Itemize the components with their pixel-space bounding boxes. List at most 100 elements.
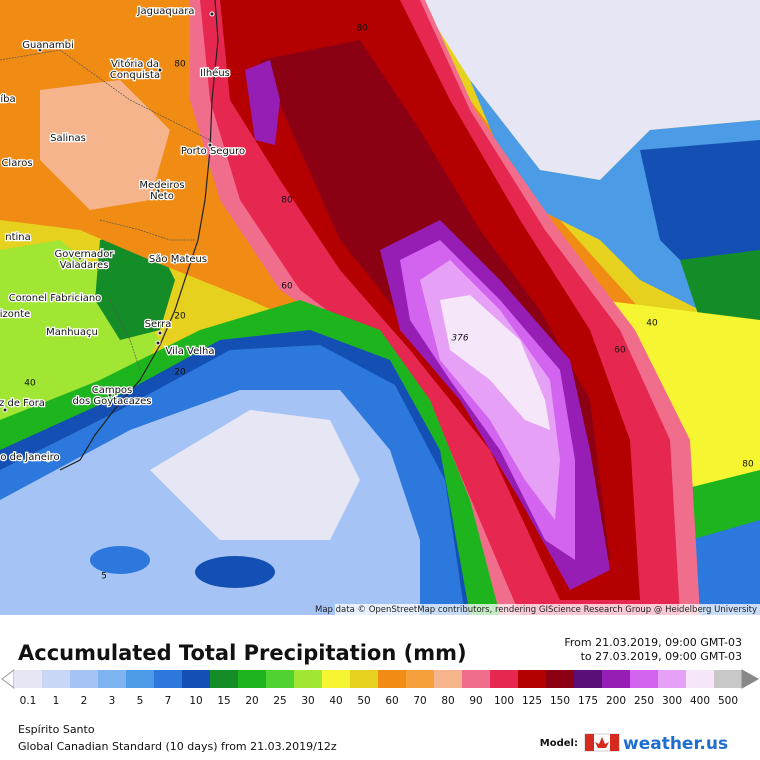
precip-area bbox=[420, 0, 760, 180]
contour-label: 376 bbox=[451, 334, 468, 344]
contour-label: 80 bbox=[281, 196, 293, 206]
flag-band bbox=[610, 734, 619, 751]
colorbar-label: 1 bbox=[53, 695, 60, 707]
contour-label: 60 bbox=[281, 282, 293, 292]
colorbar-swatch bbox=[462, 670, 490, 688]
colorbar-swatch bbox=[350, 670, 378, 688]
city-dot bbox=[207, 142, 213, 148]
place-label: izonte bbox=[0, 309, 30, 320]
flag bbox=[584, 733, 620, 752]
flag-band bbox=[585, 734, 594, 751]
colorbar-swatch bbox=[238, 670, 266, 688]
maple-leaf bbox=[595, 737, 609, 748]
colorbar-label: 10 bbox=[189, 695, 202, 707]
place-label: Jaguaquara bbox=[137, 6, 195, 17]
place-label: Vila Velha bbox=[166, 346, 215, 357]
colorbar-label: 90 bbox=[469, 695, 482, 707]
map-attribution: Map data © OpenStreetMap contributors, r… bbox=[315, 605, 757, 615]
colorbar-label: 15 bbox=[217, 695, 230, 707]
city-dot bbox=[155, 188, 161, 194]
attribution-background bbox=[335, 604, 760, 615]
place-label: Coronel Fabriciano bbox=[9, 293, 102, 304]
colorbar-label: 300 bbox=[662, 695, 682, 707]
colorbar-label: 70 bbox=[413, 695, 426, 707]
contour-label: 80 bbox=[174, 60, 186, 70]
colorbar-label: 3 bbox=[109, 695, 116, 707]
state-border bbox=[0, 49, 211, 141]
precip-area bbox=[640, 140, 760, 290]
contour-label: 20 bbox=[174, 368, 186, 378]
contour-label: 80 bbox=[742, 460, 754, 470]
colorbar-swatch bbox=[630, 670, 658, 688]
colorbar-swatch bbox=[14, 670, 42, 688]
place-label: Neto bbox=[150, 191, 174, 202]
colorbar-swatch bbox=[42, 670, 70, 688]
place-label: dos Goytacazes bbox=[73, 396, 152, 407]
colorbar-swatch bbox=[266, 670, 294, 688]
colorbar-swatch bbox=[434, 670, 462, 688]
colorbar-swatch bbox=[574, 670, 602, 688]
precip-area bbox=[245, 60, 280, 145]
place-label: ntina bbox=[5, 232, 31, 243]
legend-panel: Accumulated Total Precipitation (mm) Fro… bbox=[1, 636, 760, 754]
colorbar-label: 50 bbox=[357, 695, 370, 707]
colorbar-label: 100 bbox=[494, 695, 514, 707]
place-label: Vitória da bbox=[111, 58, 159, 70]
colorbar-swatch bbox=[546, 670, 574, 688]
colorbar-swatch bbox=[210, 670, 238, 688]
precip-area bbox=[195, 556, 275, 588]
city-dot bbox=[157, 67, 163, 73]
place-label: Serra bbox=[145, 319, 172, 330]
colorbar-label: 250 bbox=[634, 695, 654, 707]
city-dot bbox=[155, 340, 161, 346]
precip-area bbox=[680, 250, 760, 330]
state-border bbox=[99, 219, 195, 241]
period-end: to 27.03.2019, 09:00 GMT-03 bbox=[581, 650, 742, 663]
region-name: Espírito Santo bbox=[18, 723, 95, 736]
place-label: Valadares bbox=[60, 260, 109, 271]
contour-label: 40 bbox=[646, 319, 658, 329]
precip-area bbox=[150, 410, 360, 540]
contour-label: 80 bbox=[356, 24, 368, 34]
colorbar-swatch bbox=[154, 670, 182, 688]
place-label: Ilhéus bbox=[200, 67, 230, 79]
colorbar-swatch bbox=[686, 670, 714, 688]
place-label: Manhuaçu bbox=[46, 327, 98, 338]
contour-label: 40 bbox=[24, 379, 36, 389]
colorbar-swatch bbox=[182, 670, 210, 688]
colorbar-label: 5 bbox=[137, 695, 144, 707]
colorbar-label: 2 bbox=[81, 695, 88, 707]
city-dot bbox=[172, 259, 178, 265]
model-label: Model: bbox=[540, 738, 578, 749]
place-label: íba bbox=[0, 93, 15, 105]
colorbar-swatch bbox=[714, 670, 742, 688]
colorbar-label: 7 bbox=[165, 695, 172, 707]
precip-area bbox=[90, 546, 150, 574]
brand-logo[interactable]: weather.us bbox=[623, 734, 728, 754]
city-dot bbox=[157, 330, 163, 336]
contour-label: 60 bbox=[614, 346, 626, 356]
city-dot bbox=[2, 407, 8, 413]
colorbar-label: 400 bbox=[690, 695, 710, 707]
city-dot bbox=[37, 47, 43, 53]
colorbar-swatch bbox=[518, 670, 546, 688]
city-dot bbox=[22, 297, 28, 303]
colorbar-label: 80 bbox=[441, 695, 454, 707]
city-dot bbox=[57, 330, 63, 336]
colorbar-swatch bbox=[602, 670, 630, 688]
legend-title: Accumulated Total Precipitation (mm) bbox=[18, 641, 467, 665]
period-start: From 21.03.2019, 09:00 GMT-03 bbox=[564, 636, 742, 649]
place-label: o de Janeiro bbox=[0, 452, 59, 463]
colorbar-swatch bbox=[406, 670, 434, 688]
contour-label: 5 bbox=[101, 572, 107, 582]
colorbar-swatch bbox=[378, 670, 406, 688]
place-label: Salinas bbox=[50, 133, 86, 144]
city-dot bbox=[77, 255, 83, 261]
city-dot bbox=[209, 11, 215, 17]
city-dot bbox=[107, 392, 113, 398]
place-label: Conquista bbox=[110, 70, 160, 81]
colorbar-swatch bbox=[658, 670, 686, 688]
